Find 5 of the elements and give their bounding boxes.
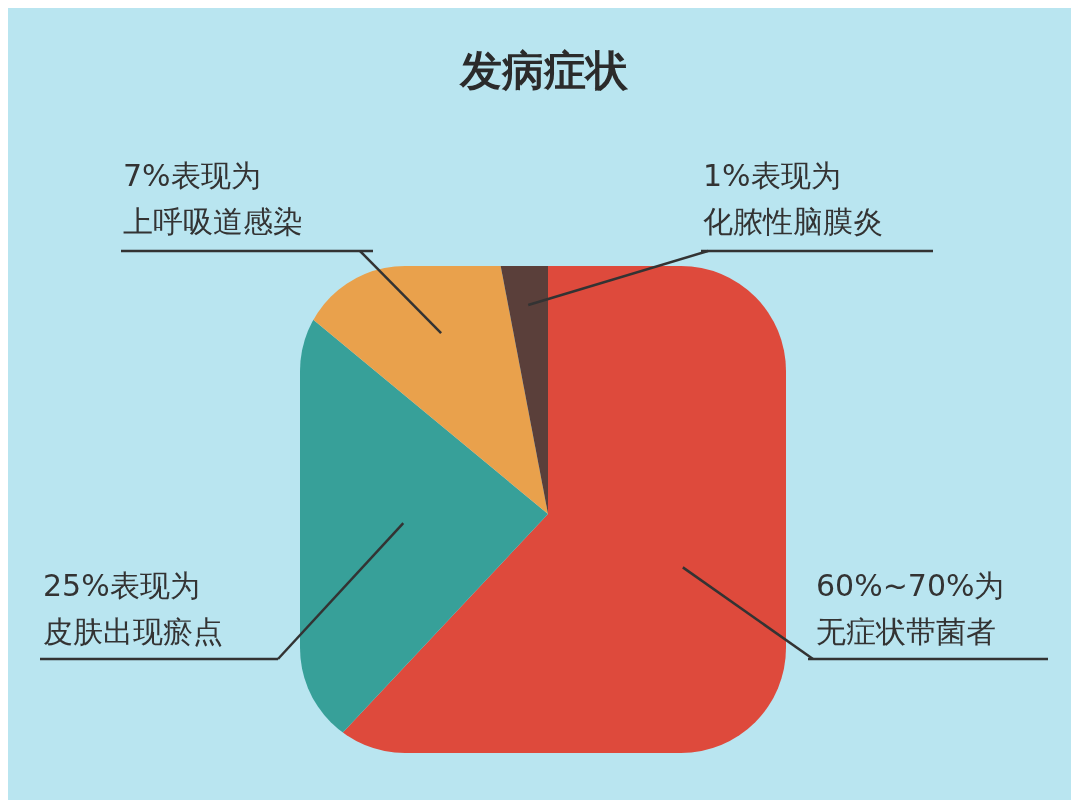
slice-label: 7%表现为上呼吸道感染 [123,158,303,239]
slice-label: 1%表现为化脓性脑膜炎 [703,158,883,239]
slice-label: 25%表现为皮肤出现瘀点 [43,568,223,649]
slice-label: 60%~70%为无症状带菌者 [816,568,1005,649]
chart-title: 发病症状 [458,45,629,97]
